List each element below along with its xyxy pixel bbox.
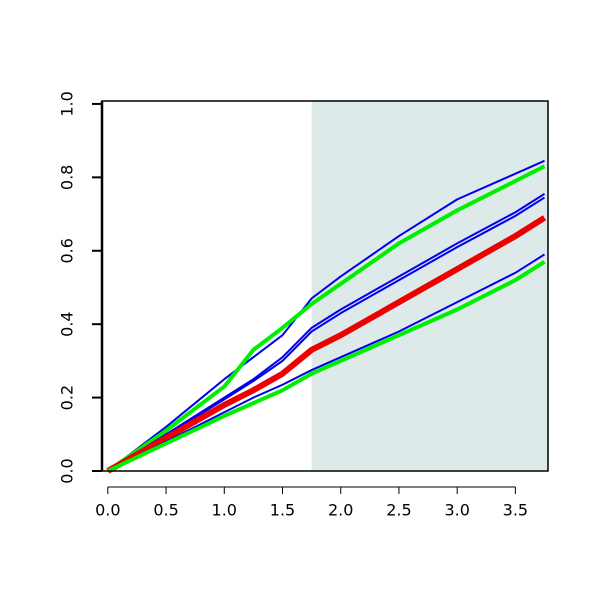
- y-tick-label: 0.6: [58, 238, 77, 263]
- x-tick-label: 2.0: [328, 501, 353, 520]
- y-tick-label: 0.0: [58, 458, 77, 483]
- series-line: [107, 253, 546, 472]
- x-tick-label: 3.0: [444, 501, 469, 520]
- y-tick-label: 0.4: [58, 311, 77, 336]
- x-tick-label: 0.5: [153, 501, 178, 520]
- series-line: [107, 193, 546, 472]
- series-line: [106, 215, 547, 474]
- x-tick-label: 1.5: [270, 501, 295, 520]
- series-line: [107, 196, 546, 472]
- series-line: [106, 164, 546, 473]
- y-tick-label: 1.0: [58, 91, 77, 116]
- series-line: [107, 159, 545, 472]
- x-tick-label: 3.5: [503, 501, 528, 520]
- x-tick-label: 0.0: [95, 501, 120, 520]
- series-line: [106, 260, 546, 473]
- y-tick-label: 0.2: [58, 385, 77, 410]
- x-tick-label: 2.5: [386, 501, 411, 520]
- x-tick-label: 1.0: [212, 501, 237, 520]
- y-tick-label: 0.8: [58, 165, 77, 190]
